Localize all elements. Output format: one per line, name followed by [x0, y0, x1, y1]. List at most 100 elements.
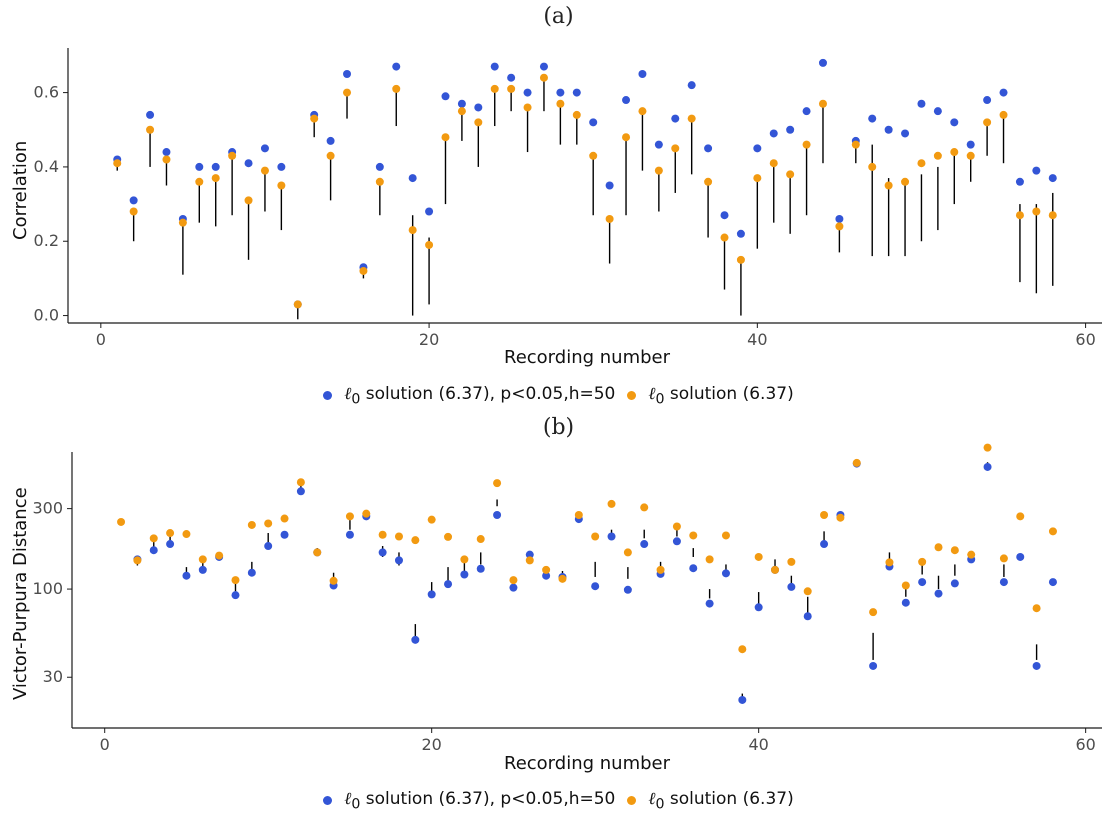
chart-b-point-series2	[738, 645, 747, 654]
chart-b-point-series2	[117, 517, 126, 526]
chart-b-point-series1	[264, 542, 273, 551]
chart-b-point-series1	[394, 556, 403, 565]
chart-b-point-series1	[591, 582, 600, 591]
chart-b-point-series2	[313, 548, 322, 557]
chart-b-point-series2	[509, 576, 518, 585]
chart-a-point-series2	[457, 107, 466, 116]
chart-a-point-series2	[425, 240, 434, 249]
chart-b-y-tick-label: 30	[43, 667, 63, 686]
chart-a-point-series2	[818, 99, 827, 108]
chart-b-point-series2	[983, 443, 992, 452]
chart-a-point-series1	[736, 229, 745, 238]
chart-b-point-series1	[525, 550, 534, 559]
chart-a-point-series2	[687, 114, 696, 123]
chart-b-point-series2	[836, 513, 845, 522]
chart-a-point-series1	[523, 88, 532, 97]
chart-b-point-series1	[411, 635, 420, 644]
chart-b-point-series1	[149, 546, 158, 555]
chart-a-point-series2	[1015, 211, 1024, 220]
chart-a-point-series1	[671, 114, 680, 123]
legend-item-series1: ℓ0 solution (6.37), p<0.05,h=50	[323, 789, 615, 812]
chart-b-ylabel: Victor-Purpura Distance	[10, 487, 31, 700]
chart-b-point-series1	[444, 580, 453, 589]
chart-a-point-series1	[769, 129, 778, 138]
chart-a-y-tick-label: 0.6	[34, 83, 59, 102]
chart-a-point-series2	[146, 125, 155, 134]
chart-b-point-series1	[345, 530, 354, 539]
chart-b-point-series1	[231, 591, 240, 600]
chart-b-point-series1	[934, 589, 943, 598]
chart-a-point-series1	[507, 73, 516, 82]
chart-a-point-series2	[589, 151, 598, 160]
chart-a-point-series2	[736, 255, 745, 264]
chart-b-point-series2	[901, 581, 910, 590]
chart-a-point-series2	[326, 151, 335, 160]
legend-swatch-series1	[323, 796, 333, 806]
chart-b-point-series2	[149, 534, 158, 543]
chart-b-point-series1	[820, 540, 829, 549]
chart-a-point-series1	[802, 107, 811, 116]
chart-b-point-series1	[721, 569, 730, 578]
chart-a-point-series1	[901, 129, 910, 138]
chart-a-point-series1	[408, 174, 417, 183]
chart-b-point-series2	[918, 557, 927, 566]
chart-a-point-series2	[474, 118, 483, 127]
chart-b-point-series1	[803, 612, 812, 621]
chart-b-point-series2	[296, 478, 305, 487]
chart-a-point-series1	[868, 114, 877, 123]
chart-a-ylabel: Correlation	[10, 140, 31, 240]
chart-a-point-series2	[260, 166, 269, 175]
chart-b-point-series2	[803, 587, 812, 596]
chart-b-point-series2	[967, 550, 976, 559]
chart-a-point-series2	[802, 140, 811, 149]
chart-a-point-series1	[835, 214, 844, 223]
chart-a-point-series1	[211, 162, 220, 171]
chart-b-point-series2	[264, 519, 273, 528]
chart-a-point-series2	[178, 218, 187, 227]
chart-b-point-series2	[885, 558, 894, 567]
chart-a-point-series1	[966, 140, 975, 149]
chart-b-point-series1	[983, 462, 992, 471]
chart-a-y-tick-label: 0.4	[34, 157, 59, 176]
chart-b-point-series2	[999, 554, 1008, 563]
chart-b-point-series2	[558, 574, 567, 583]
chart-b-point-series2	[672, 522, 681, 531]
chart-b-point-series2	[591, 532, 600, 541]
chart-b-point-series2	[460, 555, 469, 564]
chart-b-point-series2	[934, 543, 943, 552]
chart-b-point-series2	[231, 576, 240, 585]
chart-a-point-series1	[195, 162, 204, 171]
chart-b-point-series2	[280, 514, 289, 523]
chart-a-point-series2	[310, 114, 319, 123]
chart-a-point-series2	[277, 181, 286, 190]
chart-a-point-series1	[605, 181, 614, 190]
legend-label-series2: ℓ0 solution (6.37)	[648, 789, 794, 813]
chart-a-point-series1	[950, 118, 959, 127]
legend-label-series2: ℓ0 solution (6.37)	[648, 384, 794, 408]
chart-b-point-series1	[542, 571, 551, 580]
chart-b-point-series1	[296, 487, 305, 496]
chart-b-point-series2	[1032, 604, 1041, 613]
chart-b-point-series1	[1032, 661, 1041, 670]
chart-a-point-series2	[195, 177, 204, 186]
chart-a-point-series2	[638, 107, 647, 116]
chart-a-point-series2	[1032, 207, 1041, 216]
chart-b-y-tick-label: 300	[32, 499, 63, 518]
chart-a-point-series2	[211, 174, 220, 183]
chart-a-point-series2	[950, 148, 959, 157]
chart-b-point-series2	[166, 529, 175, 538]
chart-b-point-series2	[656, 565, 665, 574]
chart-a-point-series2	[293, 300, 302, 309]
chart-b-point-series2	[329, 576, 338, 585]
chart-b-point-series1	[689, 564, 698, 573]
chart-a-point-series1	[490, 62, 499, 71]
chart-b-point-series2	[182, 530, 191, 539]
legend-item-series2: ℓ0 solution (6.37)	[627, 384, 794, 408]
chart-b-point-series2	[444, 532, 453, 541]
chart-a-point-series2	[654, 166, 663, 175]
chart-a-point-series2	[1048, 211, 1057, 220]
chart-b-point-series2	[754, 552, 763, 561]
chart-b-point-series1	[460, 570, 469, 579]
chart-b-point-series1	[378, 548, 387, 557]
chart-b-point-series2	[623, 548, 632, 557]
